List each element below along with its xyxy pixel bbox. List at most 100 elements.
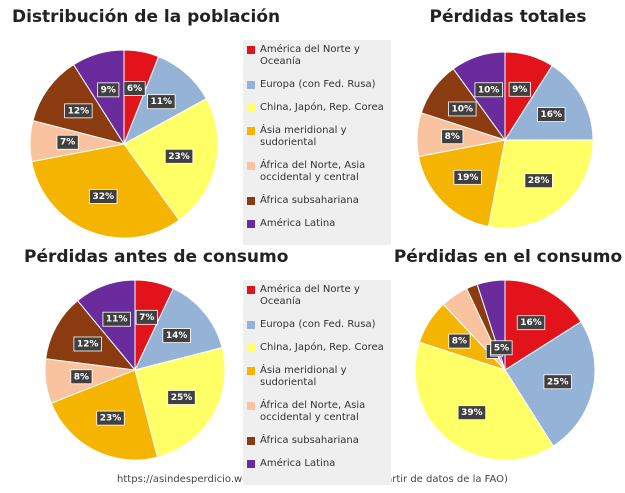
value-label: 5% xyxy=(494,343,509,353)
value-label-box xyxy=(516,315,546,331)
value-label-group: 32% xyxy=(89,189,118,204)
value-label-group: 16% xyxy=(537,107,566,122)
value-label: 12% xyxy=(68,106,90,116)
legend-item: África del Norte, Asia occidental y cent… xyxy=(247,400,387,424)
value-label: 11% xyxy=(151,97,173,107)
value-label-group: 19% xyxy=(453,169,482,185)
chart-title: Pérdidas en el consumo xyxy=(394,247,622,267)
value-label-box xyxy=(448,333,471,349)
value-label-box xyxy=(441,129,464,145)
value-label: 11% xyxy=(106,315,128,325)
value-label-box xyxy=(164,148,194,164)
legend-label: Ásia meridional y sudoriental xyxy=(260,125,347,148)
value-label: 19% xyxy=(457,173,479,183)
value-label-group: 16% xyxy=(516,315,546,331)
legend-label: China, Japón, Rep. Corea xyxy=(260,102,384,113)
value-label: 25% xyxy=(171,393,193,403)
legend-item: África del Norte, Asia occidental y cent… xyxy=(247,160,387,184)
legend-swatch xyxy=(247,46,255,54)
legend-swatch xyxy=(247,367,255,375)
legend-item: América del Norte y Oceanía xyxy=(247,44,387,68)
value-label-box xyxy=(474,82,503,98)
value-label: 8% xyxy=(74,372,89,382)
legend-label: China, Japón, Rep. Corea xyxy=(260,342,384,353)
value-label-box xyxy=(135,309,158,325)
legend-swatch xyxy=(247,437,255,445)
value-label-box xyxy=(453,169,482,185)
value-label-group: 25% xyxy=(543,374,572,390)
value-label: 32% xyxy=(92,192,114,202)
value-label: 7% xyxy=(139,313,154,323)
value-label-group: 5% xyxy=(490,340,513,356)
value-label-group: 8% xyxy=(441,129,464,145)
value-label-group: 28% xyxy=(524,173,553,189)
pie-slice xyxy=(414,341,554,461)
value-label: 14% xyxy=(166,331,188,341)
legend-item: Ásia meridional y sudoriental xyxy=(247,365,387,389)
value-label-group: 25% xyxy=(167,390,196,405)
value-label-box xyxy=(490,340,513,356)
value-label-box xyxy=(102,311,131,327)
value-label-box xyxy=(70,369,93,385)
legend-label: América Latina xyxy=(260,218,336,229)
legend-label: África del Norte, Asia occidental y cent… xyxy=(260,160,366,183)
value-label: 12% xyxy=(77,339,99,349)
legend-swatch xyxy=(247,162,255,170)
value-label: 6% xyxy=(127,84,142,94)
value-label-box xyxy=(508,81,531,97)
legend-item: Ásia meridional y sudoriental xyxy=(247,125,387,149)
value-label: 23% xyxy=(100,414,122,424)
value-label-group: 12% xyxy=(73,336,102,352)
value-label: 9% xyxy=(101,85,116,95)
value-label-group: 9% xyxy=(508,81,531,97)
legend-swatch xyxy=(247,321,255,329)
legend-item: China, Japón, Rep. Corea xyxy=(247,342,387,354)
legend-swatch xyxy=(247,286,255,294)
chart-title: Pérdidas totales xyxy=(430,7,587,27)
value-label-group: 39% xyxy=(457,405,487,421)
value-label-group: 7% xyxy=(135,309,158,325)
legend-label: América del Norte y Oceanía xyxy=(260,44,360,67)
legend-item: América Latina xyxy=(247,458,387,470)
value-label-box xyxy=(56,134,79,150)
value-label-box xyxy=(543,374,572,390)
legend-label: Europa (con Fed. Rusa) xyxy=(260,79,376,90)
legend: América del Norte y Oceanía Europa (con F… xyxy=(243,40,391,245)
legend-item: América Latina xyxy=(247,218,387,230)
legend-swatch xyxy=(247,344,255,352)
value-label-group: 8% xyxy=(448,333,471,349)
value-label: 10% xyxy=(452,104,474,114)
value-label-group: 10% xyxy=(474,82,503,98)
legend-item: Europa (con Fed. Rusa) xyxy=(247,79,387,91)
value-label-group: 8% xyxy=(70,369,93,385)
value-label: 7% xyxy=(60,138,75,148)
legend-swatch xyxy=(247,460,255,468)
value-label-group: 23% xyxy=(96,410,125,426)
legend-swatch xyxy=(247,81,255,89)
value-label: 10% xyxy=(478,85,500,95)
pie-slice xyxy=(504,65,594,141)
legend-item: África subsahariana xyxy=(247,435,387,447)
value-label-group: 23% xyxy=(164,148,194,164)
value-label-box xyxy=(64,103,93,119)
value-label: 28% xyxy=(528,176,550,186)
value-label: 23% xyxy=(168,152,190,162)
legend-label: África del Norte, Asia occidental y cent… xyxy=(260,400,366,423)
value-label-group: 9% xyxy=(97,82,120,98)
value-label-box xyxy=(89,189,118,204)
legend-swatch xyxy=(247,197,255,205)
value-label-group: 6% xyxy=(123,81,146,96)
value-label: 39% xyxy=(461,408,483,418)
value-label: 25% xyxy=(547,377,569,387)
value-label: 8% xyxy=(452,337,467,347)
legend-swatch xyxy=(247,104,255,112)
legend-item: África subsahariana xyxy=(247,195,387,207)
chart-title: Pérdidas antes de consumo xyxy=(24,247,288,267)
value-label: 16% xyxy=(520,318,542,328)
legend-label: Ásia meridional y sudoriental xyxy=(260,365,347,388)
legend-label: América del Norte y Oceanía xyxy=(260,284,360,307)
legend-item: China, Japón, Rep. Corea xyxy=(247,102,387,114)
pie-slice xyxy=(45,299,137,371)
